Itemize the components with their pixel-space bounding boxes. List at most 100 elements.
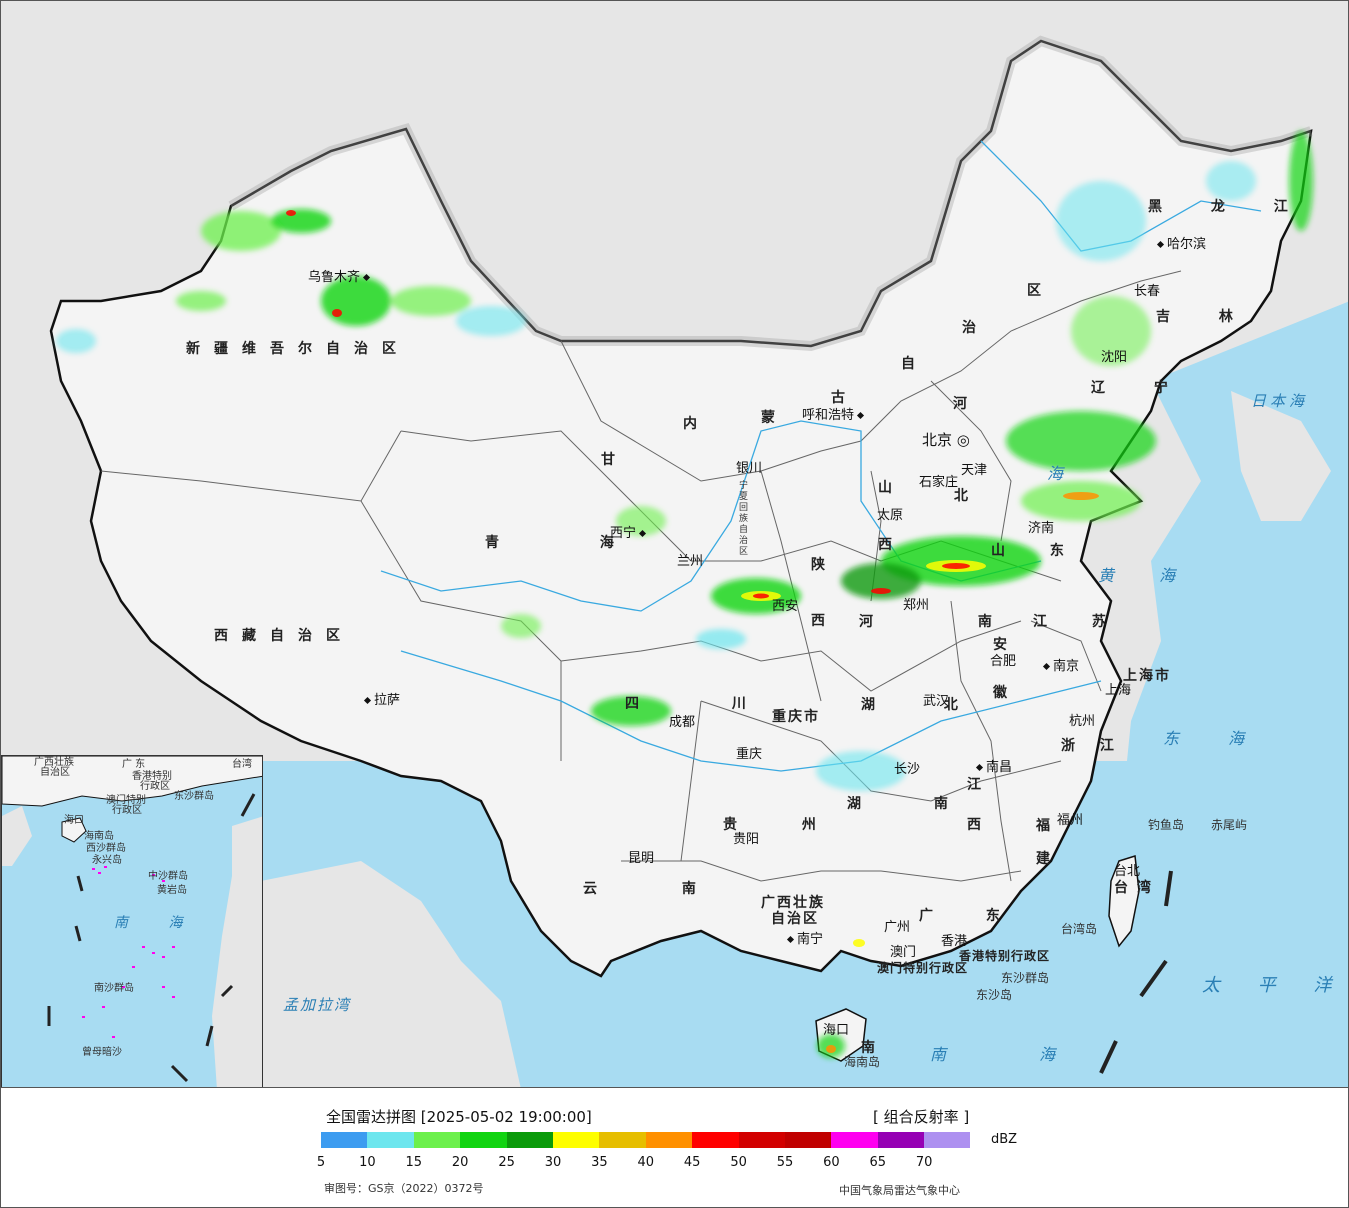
city-kunming-label: 昆明 bbox=[628, 851, 655, 866]
legend-panel: 全国雷达拼图 [2025-05-02 19:00:00] [ 组合反射率 ] 5… bbox=[0, 1088, 1349, 1208]
province-label-ningxia: 宁夏回族自治区 bbox=[739, 481, 749, 557]
sea-label-bohai: 海 bbox=[1047, 464, 1078, 483]
province-label-henan: 河 南 bbox=[859, 614, 1042, 630]
island-label-dongsha-qundao: 东沙群岛 bbox=[1001, 971, 1050, 985]
city-urumqi-label: 乌鲁木齐 bbox=[308, 270, 361, 285]
island-label-taiwan: 台湾岛 bbox=[1061, 922, 1098, 936]
province-label-jiangxi-xi: 西 bbox=[967, 817, 995, 833]
color-scale-ticks: 5 10 15 20 25 30 35 40 45 50 55 60 65 70 bbox=[317, 1155, 1021, 1171]
city-shijiazhuang[interactable]: 石家庄 bbox=[919, 476, 958, 489]
city-tianjin[interactable]: 天津 bbox=[961, 464, 987, 477]
color-swatch-4 bbox=[506, 1132, 553, 1148]
color-swatch-1 bbox=[367, 1132, 414, 1148]
city-wuhan[interactable]: 武汉 bbox=[923, 695, 949, 708]
city-nanning[interactable]: 南宁 bbox=[786, 933, 823, 946]
province-label-heilongjiang: 黑 龙 江 bbox=[1148, 199, 1310, 215]
city-changchun-label: 长春 bbox=[1134, 284, 1161, 299]
city-beijing[interactable]: 北京 ◎ bbox=[922, 433, 970, 448]
city-guangzhou-label: 广州 bbox=[884, 920, 911, 935]
sea-label-bengal: 孟加拉湾 bbox=[283, 996, 352, 1014]
city-lanzhou[interactable]: 兰州 bbox=[677, 555, 703, 568]
island-label-dongsha-dao: 东沙岛 bbox=[976, 988, 1013, 1002]
city-lhasa[interactable]: 拉萨 bbox=[363, 694, 400, 707]
tick-label: 5 bbox=[316, 1155, 326, 1170]
city-chengdu[interactable]: 成都 bbox=[669, 716, 695, 729]
province-label-anhui-an: 安 bbox=[993, 637, 1021, 653]
province-label-shaanxi-shan: 陕 bbox=[811, 557, 839, 573]
province-label-guizhou: 贵 州 bbox=[723, 817, 846, 833]
province-label-shaanxi-xi: 西 bbox=[811, 613, 839, 629]
province-label-shandong: 山 东 bbox=[991, 543, 1084, 559]
province-label-guangxi-2: 自治区 bbox=[771, 911, 819, 927]
tick-label: 45 bbox=[683, 1155, 701, 1170]
province-label-neimenggu-zhi: 治 bbox=[962, 320, 990, 336]
city-hohhot[interactable]: 呼和浩特 bbox=[802, 409, 867, 422]
inset-label-haikou: 海口 bbox=[64, 815, 84, 826]
inset-canvas bbox=[2, 756, 262, 1087]
province-label-neimenggu-zi: 自 bbox=[901, 356, 929, 372]
city-shanghai[interactable]: 上海 bbox=[1105, 684, 1131, 697]
province-label-chongqing: 重庆市 bbox=[772, 709, 820, 725]
city-fuzhou[interactable]: 福州 bbox=[1057, 814, 1083, 827]
city-xining[interactable]: 西宁 bbox=[610, 527, 649, 540]
city-hongkong[interactable]: 香港 bbox=[941, 935, 967, 948]
color-swatch-2 bbox=[413, 1132, 461, 1148]
city-hefei[interactable]: 合肥 bbox=[990, 655, 1016, 668]
city-shenyang[interactable]: 沈阳 bbox=[1101, 351, 1127, 364]
tick-label: 55 bbox=[776, 1155, 794, 1170]
city-guiyang[interactable]: 贵阳 bbox=[733, 833, 759, 846]
inset-label-xisha: 西沙群岛 bbox=[86, 843, 126, 854]
province-label-xizang: 西藏自治区 bbox=[214, 628, 354, 644]
province-label-yunnan: 云 南 bbox=[583, 881, 736, 897]
city-kunming[interactable]: 昆明 bbox=[628, 852, 654, 865]
island-label-chiwei: 赤尾屿 bbox=[1211, 818, 1248, 832]
city-harbin[interactable]: 哈尔滨 bbox=[1156, 237, 1207, 252]
radar-map[interactable]: 新疆维吾尔自治区 西藏自治区 青 海 甘 内 蒙 古 自 治 区 黑 龙 江 吉… bbox=[0, 0, 1349, 1088]
province-label-sichuan: 四 川 bbox=[625, 696, 790, 712]
inset-label-zhongsha: 中沙群岛 bbox=[148, 871, 188, 882]
city-chongqing-label: 重庆 bbox=[736, 747, 763, 762]
color-swatch-9 bbox=[738, 1132, 785, 1148]
province-label-gansu: 甘 bbox=[601, 452, 629, 468]
city-xian[interactable]: 西安 bbox=[772, 600, 798, 613]
city-jinan[interactable]: 济南 bbox=[1028, 522, 1054, 535]
sea-label-japan: 日本海 bbox=[1251, 392, 1309, 410]
city-taiyuan[interactable]: 太原 bbox=[877, 509, 903, 522]
city-macau[interactable]: 澳门 bbox=[890, 946, 916, 959]
island-label-hainan: 海南岛 bbox=[844, 1055, 881, 1069]
city-guangzhou[interactable]: 广州 bbox=[884, 921, 910, 934]
province-label-fujian-fu: 福 bbox=[1036, 818, 1064, 834]
city-nanchang[interactable]: 南昌 bbox=[975, 761, 1012, 774]
agency-name: 中国气象局雷达气象中心 bbox=[839, 1184, 960, 1197]
city-taiyuan-label: 太原 bbox=[877, 508, 904, 523]
city-yinchuan[interactable]: 银川 bbox=[736, 462, 762, 475]
city-tianjin-label: 天津 bbox=[961, 463, 988, 478]
city-marker-icon bbox=[1156, 240, 1165, 249]
city-nanjing[interactable]: 南京 bbox=[1042, 660, 1079, 673]
city-marker-icon bbox=[786, 935, 795, 944]
capital-marker-icon: ◎ bbox=[956, 431, 970, 449]
city-chongqing[interactable]: 重庆 bbox=[736, 748, 762, 761]
inset-label-nanhai: 南 海 bbox=[114, 915, 201, 931]
radar-echoes bbox=[56, 131, 1313, 1058]
city-changchun[interactable]: 长春 bbox=[1134, 285, 1160, 298]
city-harbin-label: 哈尔滨 bbox=[1167, 237, 1207, 252]
city-taibei[interactable]: 台北 bbox=[1114, 865, 1140, 878]
province-label-taiwan: 台 湾 bbox=[1114, 880, 1153, 896]
maritime-boundary bbox=[1099, 870, 1173, 1074]
inset-label-guangxi: 广西壮族 bbox=[34, 757, 74, 768]
city-zhengzhou[interactable]: 郑州 bbox=[903, 599, 929, 612]
city-haikou-label: 海口 bbox=[823, 1023, 850, 1038]
city-hangzhou[interactable]: 杭州 bbox=[1069, 715, 1095, 728]
province-label-hubei: 湖 北 bbox=[861, 697, 990, 713]
inset-label-guangdong: 广 东 bbox=[122, 759, 146, 770]
city-beijing-label: 北京 bbox=[922, 431, 953, 449]
color-swatch-5 bbox=[552, 1132, 600, 1148]
city-haikou[interactable]: 海口 bbox=[823, 1024, 849, 1037]
city-marker-icon bbox=[363, 273, 371, 282]
city-urumqi[interactable]: 乌鲁木齐 bbox=[308, 271, 373, 284]
radar-cores bbox=[286, 210, 1099, 1053]
province-label-hainan: 南 bbox=[861, 1040, 889, 1056]
city-changsha[interactable]: 长沙 bbox=[894, 763, 920, 776]
city-shanghai-label: 上海 bbox=[1105, 683, 1132, 698]
